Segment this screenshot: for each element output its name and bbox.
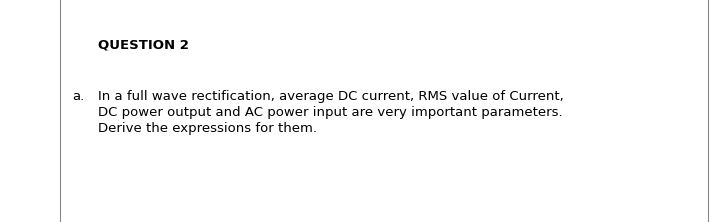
Text: Derive the expressions for them.: Derive the expressions for them. [98, 122, 317, 135]
Text: QUESTION 2: QUESTION 2 [98, 38, 189, 51]
Text: DC power output and AC power input are very important parameters.: DC power output and AC power input are v… [98, 106, 563, 119]
Text: a.: a. [72, 90, 84, 103]
Text: In a full wave rectification, average DC current, RMS value of Current,: In a full wave rectification, average DC… [98, 90, 564, 103]
